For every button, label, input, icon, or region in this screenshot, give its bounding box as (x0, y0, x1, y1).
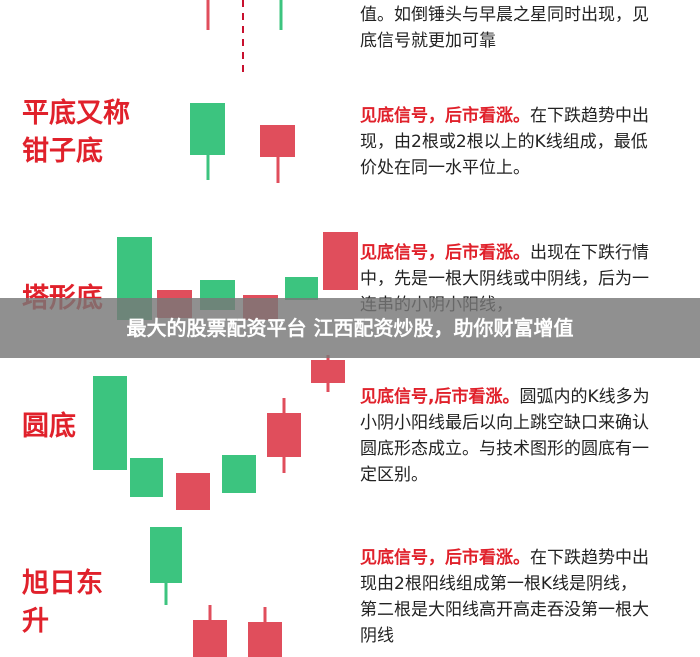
ad-banner: 最大的股票配资平台 江西配资炒股，助你财富增值 (0, 298, 700, 358)
pattern-desc: 见底信号，后市看涨。在下跌趋势中出现，由2根或2根以上的K线组成，最低价处在同一… (360, 103, 650, 181)
pattern-desc: 见底信号,后市看涨。圆弧内的K线多为小阴小阳线最后以向上跳空缺口来确认圆底形态成… (360, 384, 650, 488)
signal-lead: 见底信号，后市看涨。 (360, 243, 530, 263)
signal-lead: 见底信号，后市看涨。 (360, 106, 530, 126)
pattern-desc: 见底信号，后市看涨。在下跌趋势中出现由2根阳线组成第一根K线是阴线，第二根是大阳… (360, 545, 650, 649)
signal-lead: 见底信号,后市看涨。 (360, 387, 520, 407)
pattern-body: 圆弧内的K线多为小阴小阳线最后以向上跳空缺口来确认圆底形态成立。与技术图形的圆底… (360, 387, 650, 485)
pattern-title: 圆底 (22, 411, 76, 442)
pattern-body: 在下跌趋势中出现由2根阳线组成第一根K线是阴线，第二根是大阳线高开高走吞没第一根… (360, 548, 649, 646)
pattern-title: 平底又称钳子底 (22, 98, 130, 167)
signal-lead: 见底信号，后市看涨。 (360, 548, 530, 568)
pattern-body: 在下跌趋势中出现，由2根或2根以上的K线组成，最低价处在同一水平位上。 (360, 106, 649, 178)
pattern-title: 旭日东升 (22, 568, 103, 637)
intro-text: 值。如倒锤头与早晨之星同时出现，见底信号就更加可靠 (360, 5, 649, 51)
